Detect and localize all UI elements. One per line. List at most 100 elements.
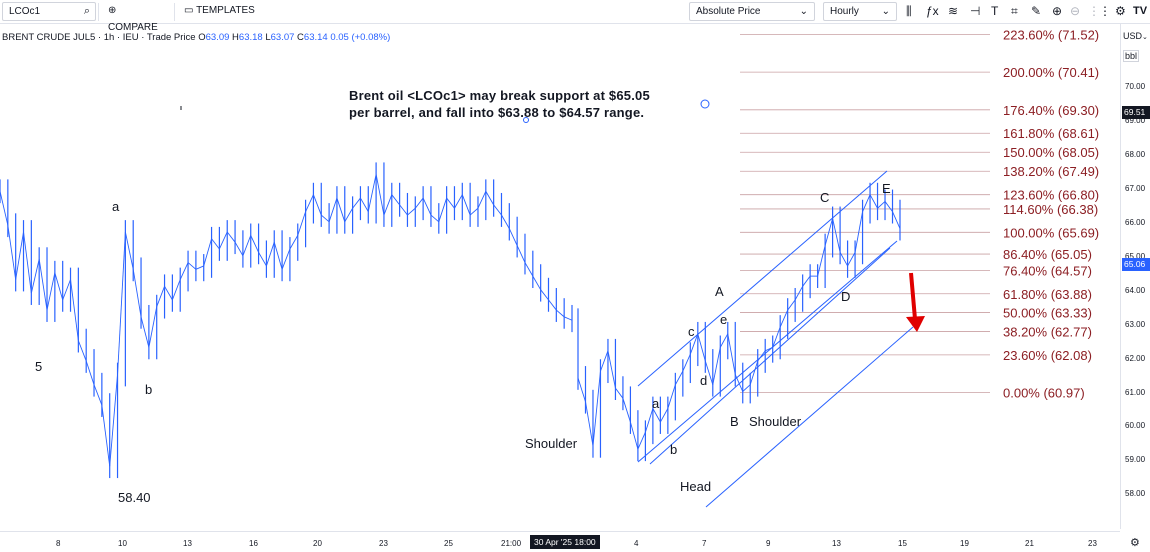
price-line-segment [501,214,510,229]
price-tick-label: 61.00 [1125,387,1146,397]
instrument-name: BRENT CRUDE JUL5 [2,32,96,43]
price-tick-label: 68.00 [1125,149,1146,159]
price-line-segment [719,333,729,348]
time-tick-label: 13 [832,539,841,548]
crosshair-icon[interactable]: ⌗ [1011,4,1018,18]
price-line-segment [234,241,244,256]
templates-button[interactable]: ▭ TEMPLATES [178,2,266,21]
price-line-segment [508,228,518,246]
wave-icon[interactable]: ≋ [948,4,959,18]
price-line-segment [211,238,220,250]
wave-label: d [700,373,707,388]
price-line-segment [682,354,691,372]
price-line-segment [600,350,609,372]
price-line-segment [352,197,361,209]
high-label: H [232,32,239,43]
price-line-segment [265,242,275,267]
price-line-segment [817,245,826,277]
chart-plot[interactable]: 0.00% (60.97) 23.60% (62.08) 38.20% (62.77… [0,24,1120,531]
time-tick-label: 23 [379,539,388,548]
price-tick-label: 58.00 [1125,489,1146,499]
price-line-segment [779,309,789,328]
wave-label: D [841,289,850,304]
indicator-icon[interactable]: ƒx [926,4,939,18]
axis-settings-icon[interactable]: ⚙ [1130,537,1140,549]
price-line-segment [124,231,134,270]
annotation-line-2: per barrel, and fall into $63.88 to $64.… [349,105,644,120]
price-tick-label: 67.00 [1125,183,1146,193]
fib-level-label: 76.40% (64.57) [1003,263,1092,278]
price-line-segment [689,333,699,355]
price-line-segment [407,207,416,216]
text-tool-icon[interactable]: T [991,4,999,18]
price-line-segment [0,191,9,226]
anchor-dot [523,117,529,123]
price-line-segment [360,197,369,212]
zoom-out-icon[interactable]: ⊖ [1070,4,1081,18]
price-line-segment [164,286,173,301]
price-line-segment [629,421,639,450]
price-line-segment [577,377,586,402]
price-line-segment [659,408,669,423]
price-line-segment [794,286,804,301]
wave-label: a [652,396,660,411]
logo-icon: TV [1133,5,1148,17]
price-line-segment [622,398,631,423]
price-tick-label: 66.00 [1125,217,1146,227]
fib-level-label: 150.00% (68.05) [1003,145,1099,160]
wave-label: B [730,414,739,429]
unit-select[interactable]: bbl [1123,50,1140,62]
price-line-segment [802,275,811,287]
more-icon[interactable]: ⋮ [1088,4,1100,18]
price-line-segment [877,201,886,209]
price-line-segment [328,197,338,222]
red-arrow-head [906,316,925,332]
price-line-segment [674,370,684,385]
price-line-segment [250,235,259,253]
symbol-input[interactable]: LCOc1 ⌕ [2,2,96,21]
wave-label: A [715,284,724,299]
price-line-segment [637,432,646,450]
price-line-segment [592,371,601,446]
price-line-segment [344,208,353,223]
fib-level-label: 0.00% (60.97) [1003,386,1085,401]
instrument-meta: · 1h · IEU · Trade Price [97,32,196,43]
currency-select[interactable]: USD⌄ [1123,31,1148,41]
wave-label: e [720,312,727,327]
change-value: 0.05 (+0.08%) [330,32,391,43]
time-axis[interactable]: 8 10 13 16 20 23 25 21:00 4 7 9 13 15 19 21 23 30 Apr '… [0,531,1140,552]
price-line-segment [765,346,773,352]
price-line-segment [438,197,448,222]
zoom-in-icon[interactable]: ⊕ [1052,4,1063,18]
bars-icon[interactable]: ⊣ [970,4,981,18]
price-line-segment [132,269,142,317]
price-line-segment [23,231,32,294]
candles-icon[interactable]: ⫼ [906,4,912,18]
time-tick-label: 20 [313,539,322,548]
price-tick-label: 60.00 [1125,421,1146,431]
price-line-segment [77,340,87,362]
price-tick-label: 62.00 [1125,353,1146,363]
time-tick-label: 23 [1088,539,1097,548]
settings-icon[interactable]: ⚙ [1115,4,1126,18]
price-mode-select[interactable]: Absolute Price ⌄ [689,2,815,21]
time-tick-label: 19 [960,539,969,548]
chevron-down-icon: ⌄ [881,6,890,17]
price-line-segment [712,347,721,385]
crosshair-price-badge: 69.51 [1122,106,1150,119]
wave-label: 5 [35,359,42,374]
more-options-icon[interactable]: ⋮ [1099,4,1111,18]
interval-select[interactable]: Hourly ⌄ [823,2,897,21]
wave-label: b [145,382,152,397]
open-label: O [198,32,206,43]
price-line-segment [839,252,848,267]
draw-icon[interactable]: ✎ [1031,4,1042,18]
price-line-segment [884,201,893,212]
fib-level-label: 38.20% (62.77) [1003,324,1092,339]
price-line-segment [477,191,487,209]
compare-button[interactable]: ⊕ COMPARE [102,2,170,33]
price-axis[interactable]: USD⌄ bbl 58.00 59.00 60.00 61.00 62.00 63.00 6… [1120,24,1150,529]
price-line-segment [179,262,189,280]
price-line-segment [461,194,471,216]
price-line-segment [697,333,706,362]
